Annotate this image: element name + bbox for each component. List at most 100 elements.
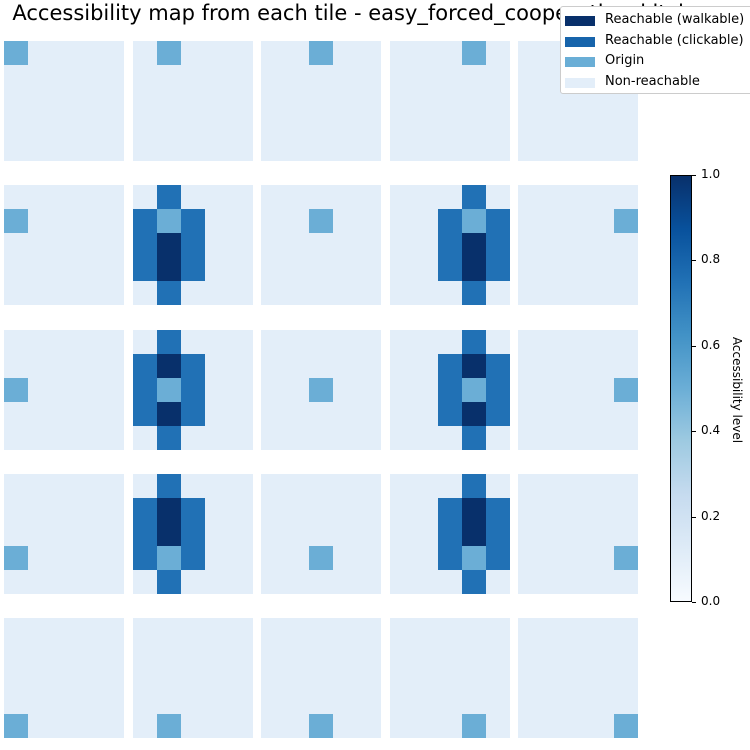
heatmap-cell (229, 402, 253, 426)
heatmap-cell (414, 65, 438, 89)
heatmap-cell (614, 546, 638, 570)
heatmap-cell (542, 498, 566, 522)
heatmap-cell (205, 570, 229, 594)
heatmap-cell (590, 257, 614, 281)
heatmap-cell (261, 185, 285, 209)
colorbar-tick-label: 0.4 (701, 423, 721, 437)
heatmap-cell (390, 426, 414, 450)
heatmap-cell (462, 137, 486, 161)
heatmap-cell (100, 185, 124, 209)
heatmap-cell (28, 378, 52, 402)
heatmap-cell (462, 426, 486, 450)
heatmap-cell (205, 402, 229, 426)
heatmap-cell (462, 570, 486, 594)
heatmap-cell (333, 402, 357, 426)
heatmap-cell (285, 402, 309, 426)
heatmap-cell (261, 570, 285, 594)
heatmap-cell (261, 257, 285, 281)
heatmap-cell (390, 209, 414, 233)
heatmap-cell (261, 354, 285, 378)
heatmap-cell (285, 618, 309, 642)
colorbar-tick (692, 431, 696, 432)
heatmap-cell (133, 474, 157, 498)
heatmap-cell (100, 330, 124, 354)
heatmap-cell (28, 137, 52, 161)
heatmap-cell (133, 185, 157, 209)
heatmap-cell (52, 89, 76, 113)
heatmap-cell (614, 354, 638, 378)
heatmap-cell (205, 690, 229, 714)
heatmap-cell (205, 354, 229, 378)
heatmap-cell (28, 618, 52, 642)
heatmap-cell (52, 570, 76, 594)
heatmap-cell (357, 41, 381, 65)
heatmap-cell (157, 642, 181, 666)
heatmap-cell (133, 65, 157, 89)
heatmap-cell (333, 89, 357, 113)
heatmap-cell (229, 690, 253, 714)
panel-2-0 (4, 330, 124, 450)
heatmap-cell (414, 209, 438, 233)
heatmap-cell (518, 714, 542, 738)
legend-label: Origin (605, 53, 645, 68)
heatmap-cell (285, 642, 309, 666)
heatmap-cell (614, 185, 638, 209)
heatmap-cell (486, 185, 510, 209)
heatmap-cell (285, 89, 309, 113)
heatmap-cell (309, 185, 333, 209)
heatmap-cell (486, 113, 510, 137)
colorbar-tick-label: 1.0 (701, 167, 721, 181)
heatmap-cell (357, 209, 381, 233)
heatmap-cell (357, 89, 381, 113)
heatmap-cell (229, 642, 253, 666)
heatmap-cell (462, 41, 486, 65)
heatmap-cell (518, 330, 542, 354)
heatmap-cell (486, 65, 510, 89)
heatmap-cell (76, 690, 100, 714)
heatmap-cell (414, 522, 438, 546)
heatmap-cell (261, 281, 285, 305)
heatmap-cell (261, 330, 285, 354)
heatmap-cell (4, 233, 28, 257)
heatmap-cell (357, 522, 381, 546)
heatmap-cell (414, 41, 438, 65)
heatmap-cell (28, 546, 52, 570)
heatmap-cell (566, 690, 590, 714)
heatmap-cell (390, 137, 414, 161)
heatmap-cell (157, 402, 181, 426)
panel-1-3 (390, 185, 510, 305)
heatmap-cell (261, 402, 285, 426)
heatmap-cell (309, 233, 333, 257)
heatmap-cell (566, 402, 590, 426)
heatmap-cell (100, 546, 124, 570)
heatmap-cell (309, 65, 333, 89)
heatmap-cell (181, 41, 205, 65)
heatmap-cell (590, 570, 614, 594)
heatmap-cell (438, 209, 462, 233)
heatmap-cell (518, 426, 542, 450)
heatmap-cell (4, 257, 28, 281)
heatmap-cell (333, 666, 357, 690)
heatmap-cell (205, 41, 229, 65)
heatmap-cell (261, 209, 285, 233)
heatmap-cell (285, 474, 309, 498)
colorbar-tick-label: 0.2 (701, 509, 721, 523)
heatmap-cell (462, 281, 486, 305)
heatmap-cell (229, 426, 253, 450)
heatmap-cell (566, 666, 590, 690)
heatmap-cell (462, 690, 486, 714)
heatmap-cell (133, 137, 157, 161)
heatmap-cell (100, 89, 124, 113)
heatmap-cell (486, 498, 510, 522)
heatmap-cell (52, 642, 76, 666)
heatmap-cell (28, 209, 52, 233)
heatmap-cell (462, 185, 486, 209)
heatmap-cell (566, 257, 590, 281)
heatmap-cell (486, 522, 510, 546)
heatmap-cell (28, 642, 52, 666)
heatmap-cell (133, 281, 157, 305)
heatmap-cell (181, 65, 205, 89)
heatmap-cell (157, 41, 181, 65)
heatmap-cell (566, 642, 590, 666)
heatmap-cell (590, 714, 614, 738)
